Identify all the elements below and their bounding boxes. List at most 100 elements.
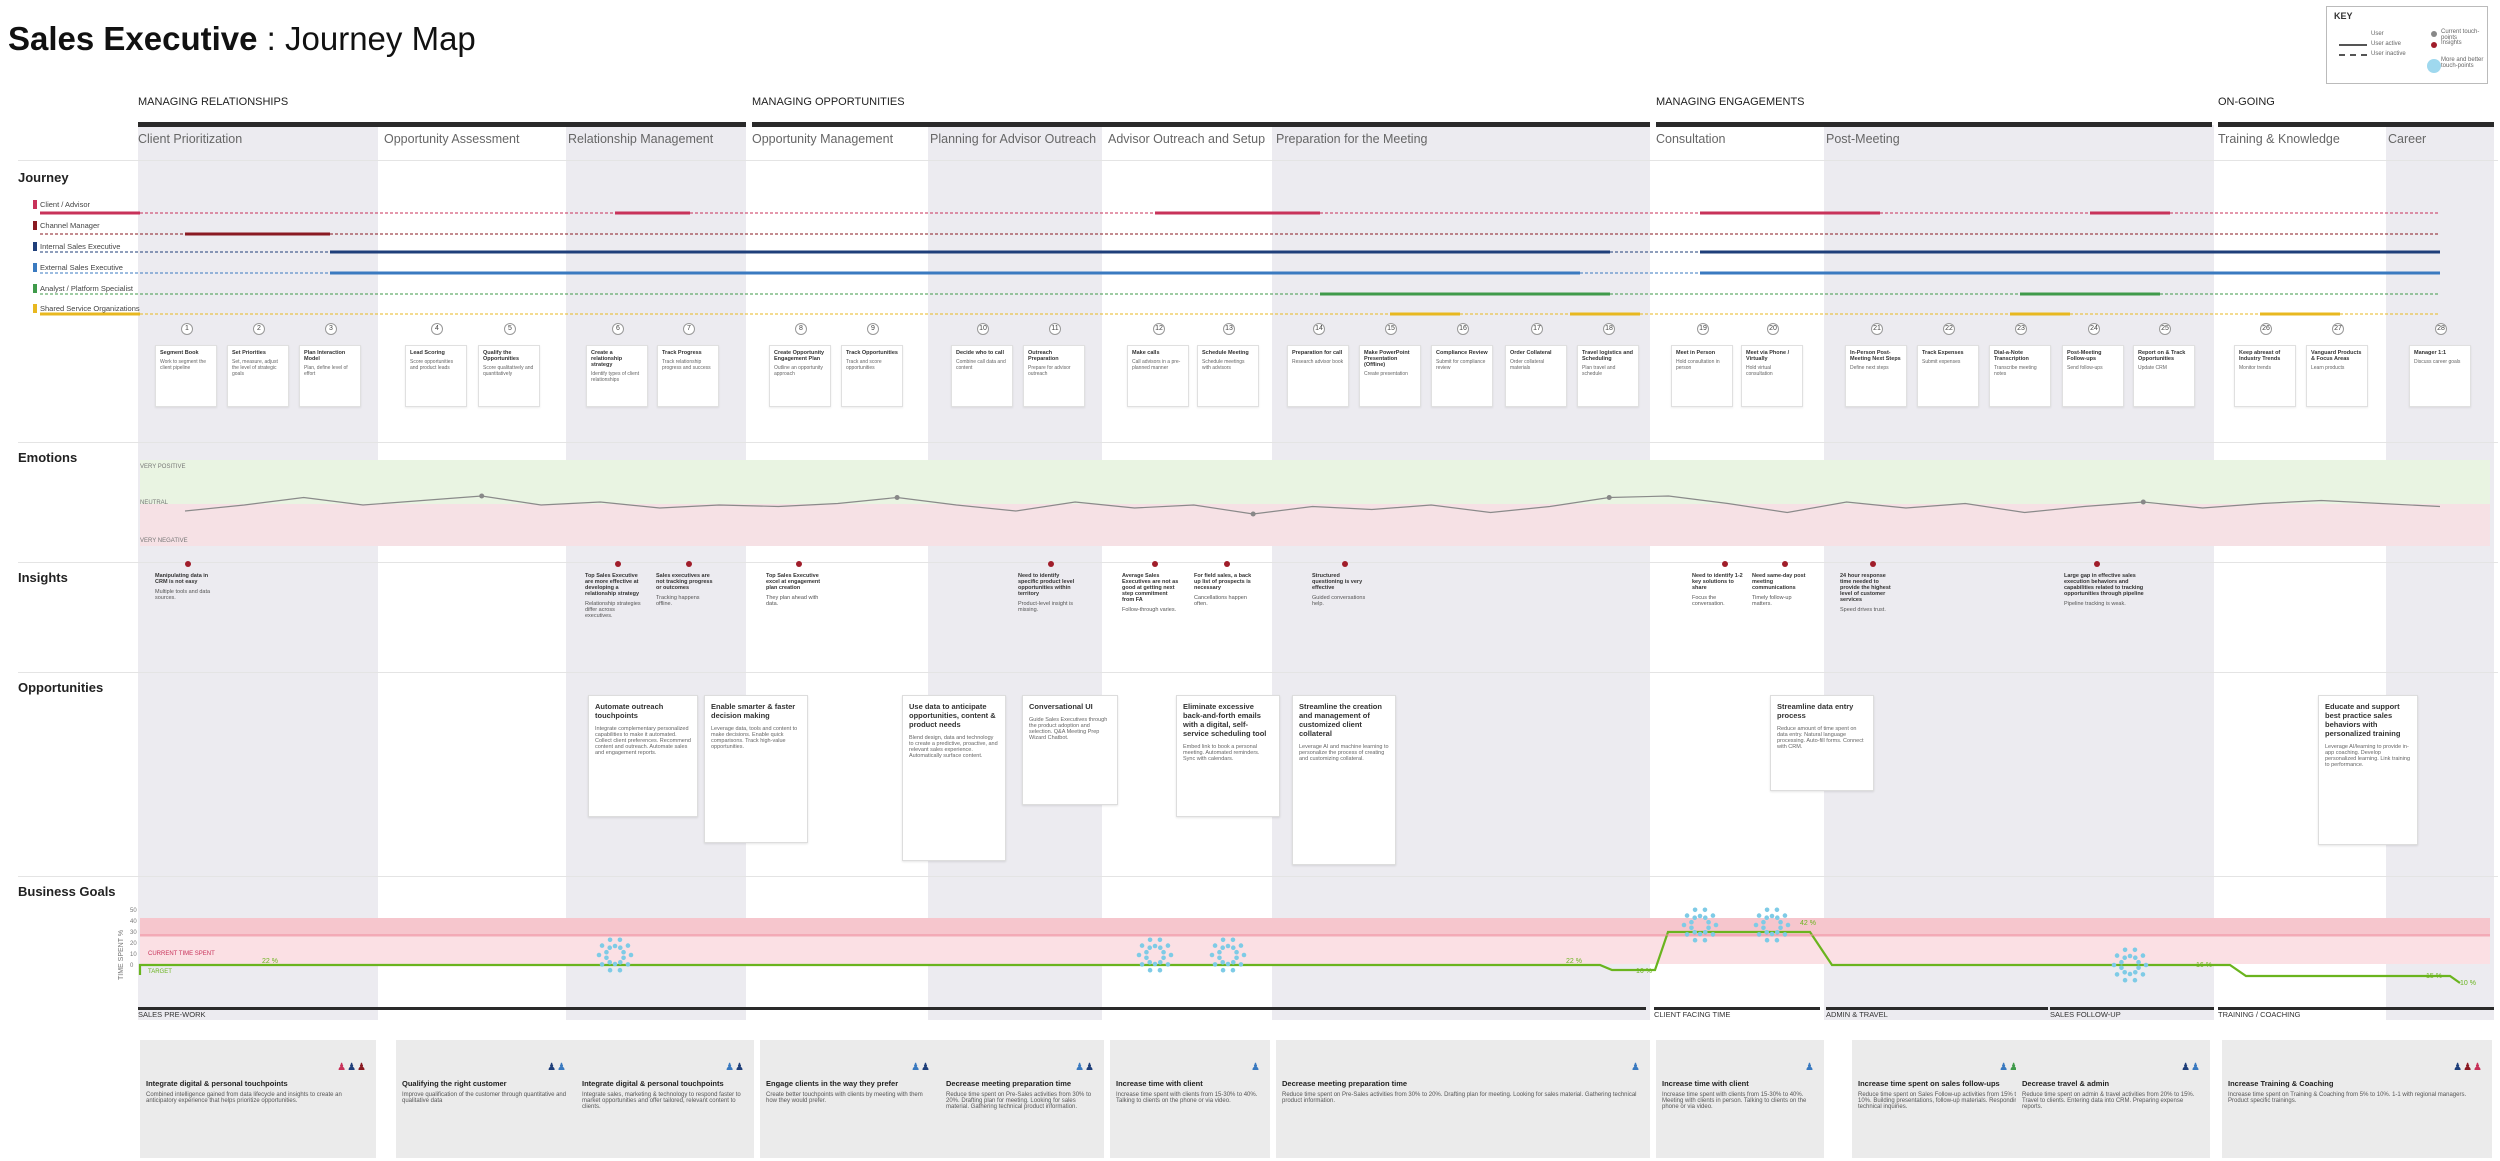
journey-step-card[interactable]: Create a relationship strategy Identify t… (586, 345, 648, 407)
card-title: Vanguard Products & Focus Areas (2311, 350, 2362, 362)
touchpoint-burst-dot (1139, 962, 1145, 967)
journey-step-card[interactable]: Travel logistics and Scheduling Plan trav… (1577, 345, 1639, 407)
touchpoint-burst-dot (1147, 959, 1153, 965)
opportunity-card[interactable]: Use data to anticipate opportunities, co… (902, 695, 1006, 861)
touchpoint-burst-dot (604, 955, 609, 961)
touchpoint-number[interactable]: 16 (1457, 323, 1469, 335)
journey-step-card[interactable]: Qualify the Opportunities Score qualitati… (478, 345, 540, 407)
journey-step-card[interactable]: Schedule Meeting Schedule meetings with a… (1197, 345, 1259, 407)
journey-step-card[interactable]: Lead Scoring Score opportunities and prod… (405, 345, 467, 407)
opportunity-card[interactable]: Streamline data entry process Reduce amou… (1770, 695, 1874, 791)
journey-step-card[interactable]: Decide who to call Combine call data and … (951, 345, 1013, 407)
opportunity-title: Automate outreach touchpoints (595, 702, 664, 720)
touchpoint-burst-dot (2122, 969, 2128, 975)
opportunity-title: Educate and support best practice sales … (2325, 702, 2401, 738)
insight-title: Need to identify 1-2 key solutions to sh… (1692, 573, 1743, 591)
card-title: Post-Meeting Follow-ups (2067, 350, 2102, 362)
journey-step-card[interactable]: Make calls Call advisors in a pre-planned… (1127, 345, 1189, 407)
section-bar-2 (752, 122, 1650, 127)
journey-step-card[interactable]: Dial-a-Note Transcription Transcribe meet… (1989, 345, 2051, 407)
goal-body: Integrate sales, marketing & technology … (582, 1092, 741, 1110)
touchpoint-number[interactable]: 1 (181, 323, 193, 335)
touchpoint-number[interactable]: 10 (977, 323, 989, 335)
touchpoint-number[interactable]: 17 (1531, 323, 1543, 335)
actor-color-analyst (33, 284, 37, 293)
card-body: Define next steps (1850, 365, 1889, 371)
touchpoint-number[interactable]: 23 (2015, 323, 2027, 335)
touchpoint-number[interactable]: 7 (683, 323, 695, 335)
journey-step-card[interactable]: Preparation for call Research advisor boo… (1287, 345, 1349, 407)
goal-title: Increase time with client (1662, 1079, 1749, 1088)
touchpoint-burst-dot (607, 959, 613, 965)
touchpoint-number[interactable]: 8 (795, 323, 807, 335)
touchpoint-number[interactable]: 4 (431, 323, 443, 335)
touchpoint-number[interactable]: 19 (1697, 323, 1709, 335)
touchpoint-number[interactable]: 2 (253, 323, 265, 335)
journey-step-card[interactable]: In-Person Post-Meeting Next Steps Define … (1845, 345, 1907, 407)
touchpoint-number[interactable]: 11 (1049, 323, 1061, 335)
journey-step-card[interactable]: Order Collateral Order collateral materia… (1505, 345, 1567, 407)
journey-step-card[interactable]: Meet via Phone / Virtually Hold virtual c… (1741, 345, 1803, 407)
section-managing-opportunities: MANAGING OPPORTUNITIES (752, 96, 905, 108)
journey-step-card[interactable]: Manager 1:1 Discuss career goals (2409, 345, 2471, 407)
touchpoint-burst-dot (1774, 937, 1780, 943)
phase-client-prioritization: Client Prioritization (138, 132, 243, 146)
journey-step-card[interactable]: Make PowerPoint Presentation (Offline) Cr… (1359, 345, 1421, 407)
opportunity-card[interactable]: Enable smarter & faster decision making L… (704, 695, 808, 843)
touchpoint-number[interactable]: 22 (1943, 323, 1955, 335)
touchpoint-number[interactable]: 12 (1153, 323, 1165, 335)
journey-step-card[interactable]: Set Priorities Set, measure, adjust the l… (227, 345, 289, 407)
touchpoint-burst-dot (1161, 955, 1166, 961)
touchpoint-number[interactable]: 26 (2260, 323, 2272, 335)
touchpoint-burst-dot (1144, 949, 1149, 955)
opportunity-card[interactable]: Streamline the creation and management o… (1292, 695, 1396, 865)
journey-step-card[interactable]: Keep abreast of Industry Trends Monitor t… (2234, 345, 2296, 407)
people-icon: ♟ (1250, 1062, 1260, 1073)
insight-body: Product-level insight is missing. (1018, 601, 1074, 613)
journey-step-card[interactable]: Create Opportunity Engagement Plan Outlin… (769, 345, 831, 407)
journey-step-card[interactable]: Vanguard Products & Focus Areas Learn pro… (2306, 345, 2368, 407)
touchpoint-number[interactable]: 9 (867, 323, 879, 335)
touchpoint-number[interactable]: 5 (504, 323, 516, 335)
section-ongoing: ON-GOING (2218, 96, 2275, 108)
person-icon: ♟ (1805, 1062, 1814, 1073)
touchpoint-burst-dot (1692, 937, 1698, 943)
insight-body: Timely follow-up matters. (1752, 595, 1792, 607)
opportunity-card[interactable]: Automate outreach touchpoints Integrate c… (588, 695, 698, 817)
journey-step-card[interactable]: Track Expenses Submit expenses (1917, 345, 1979, 407)
phase-career: Career (2388, 132, 2427, 146)
key-user-inactive-label: User inactive (2371, 51, 2406, 57)
opportunity-card[interactable]: Educate and support best practice sales … (2318, 695, 2418, 845)
touchpoint-burst-dot (1238, 962, 1244, 967)
touchpoint-number[interactable]: 14 (1313, 323, 1325, 335)
people-icon: ♟♟♟ (1998, 1062, 2028, 1073)
insight: Large gap in effective sales execution b… (2064, 573, 2154, 607)
opportunity-card[interactable]: Conversational UI Guide Sales Executives … (1022, 695, 1118, 805)
touchpoint-number[interactable]: 27 (2332, 323, 2344, 335)
touchpoint-number[interactable]: 28 (2435, 323, 2447, 335)
insight-body: Tracking happens offline. (656, 595, 700, 607)
touchpoint-number[interactable]: 13 (1223, 323, 1235, 335)
touchpoint-number[interactable]: 20 (1767, 323, 1779, 335)
y-tick-label: 0 (130, 963, 134, 969)
journey-step-card[interactable]: Segment Book Work to segment the client p… (155, 345, 217, 407)
journey-step-card[interactable]: Plan Interaction Model Plan, define level… (299, 345, 361, 407)
touchpoint-number[interactable]: 3 (325, 323, 337, 335)
opportunity-card[interactable]: Eliminate excessive back-and-forth email… (1176, 695, 1280, 817)
journey-step-card[interactable]: Meet in Person Hold consultation in perso… (1671, 345, 1733, 407)
journey-step-card[interactable]: Compliance Review Submit for compliance r… (1431, 345, 1493, 407)
touchpoint-number[interactable]: 21 (1871, 323, 1883, 335)
journey-step-card[interactable]: Track Opportunities Track and score oppor… (841, 345, 903, 407)
journey-step-card[interactable]: Report on & Track Opportunities Update CR… (2133, 345, 2195, 407)
touchpoint-number[interactable]: 24 (2088, 323, 2100, 335)
phase-post-meeting: Post-Meeting (1826, 132, 1900, 146)
touchpoint-number[interactable]: 15 (1385, 323, 1397, 335)
insight-title: Need same-day post meeting communication… (1752, 573, 1806, 591)
card-body: Plan, define level of effort (304, 365, 348, 377)
touchpoint-number[interactable]: 25 (2159, 323, 2171, 335)
touchpoint-number[interactable]: 6 (612, 323, 624, 335)
touchpoint-number[interactable]: 18 (1603, 323, 1615, 335)
journey-step-card[interactable]: Outreach Preparation Prepare for advisor … (1023, 345, 1085, 407)
journey-step-card[interactable]: Track Progress Track relationship progres… (657, 345, 719, 407)
journey-step-card[interactable]: Post-Meeting Follow-ups Send follow-ups (2062, 345, 2124, 407)
